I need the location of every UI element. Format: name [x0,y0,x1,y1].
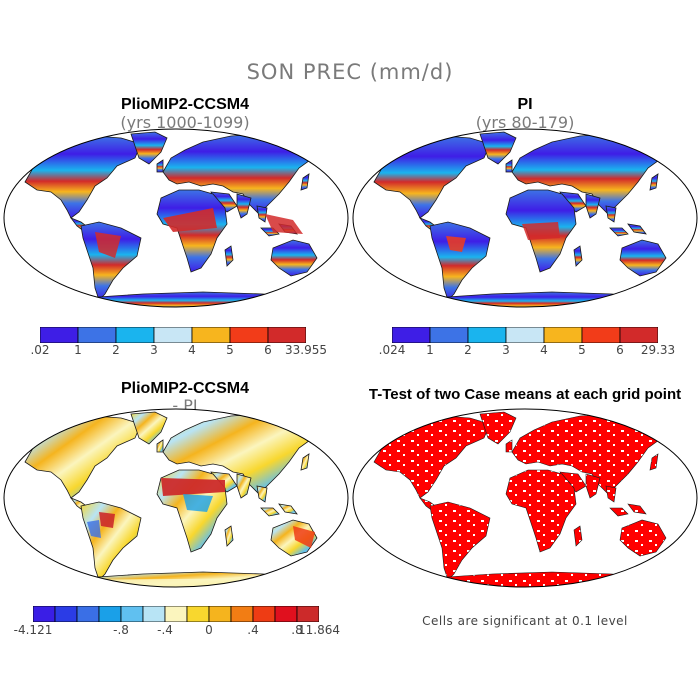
colorbar-swatch [115,327,155,343]
figure-title: SON PREC (mm/d) [246,60,454,84]
colorbar-tick: -.8 [113,623,129,637]
panel-title-top-left: PlioMIP2-CCSM4 [120,96,249,113]
colorbar-tick: 2 [112,343,120,357]
colorbar-tick: .024 [378,343,406,357]
colorbar-tick: -.4 [157,623,173,637]
colorbar-swatch [274,606,298,622]
colorbar-swatch [186,606,210,622]
colorbar-top-left [40,327,306,343]
colorbar-swatch [505,327,545,343]
colorbar-tick: 2 [464,343,472,357]
colorbar-swatch [191,327,231,343]
colorbar-swatch [54,606,78,622]
colorbar-tick: -4.121 [13,623,53,637]
panel-title-top-right: PI [517,96,533,113]
colorbar-tick: 33.955 [285,343,327,357]
colorbar-swatch [267,327,306,343]
colorbar-tick: 5 [226,343,234,357]
map-bottom-right [352,408,698,588]
colorbar-tick: 5 [578,343,586,357]
colorbar-swatch [252,606,276,622]
colorbar-tick: 3 [502,343,510,357]
colorbar-tick: .4 [247,623,259,637]
colorbar-swatch [543,327,583,343]
colorbar-swatch [153,327,193,343]
colorbar-labels-top-right: .024 1 2 3 4 5 6 29.33 [379,343,676,359]
colorbar-swatch [229,327,269,343]
colorbar-swatch [98,606,122,622]
colorbar-swatch [76,606,100,622]
colorbar-swatch [230,606,254,622]
colorbar-tick: 6 [616,343,624,357]
significance-note: Cells are significant at 0.1 level [422,614,628,628]
colorbar-swatch [581,327,621,343]
colorbar-swatch [120,606,144,622]
colorbar-tick: 1 [426,343,434,357]
colorbar-swatch [467,327,507,343]
colorbar-tick: 0 [205,623,213,637]
colorbar-swatch [142,606,166,622]
colorbar-swatch [619,327,658,343]
colorbar-tick: 11.864 [298,623,340,637]
map-top-right [352,128,698,308]
colorbar-swatch [77,327,117,343]
map-top-left [3,128,349,308]
colorbar-tick: 6 [264,343,272,357]
colorbar-swatch [392,327,431,343]
colorbar-labels-top-left: .02 1 2 3 4 5 6 33.955 [30,343,327,359]
panel-subtitle-top-right: (yrs 80-179) [475,113,575,132]
colorbar-bottom-left [33,606,319,622]
colorbar-swatch [164,606,188,622]
colorbar-tick: .8 [291,623,303,637]
map-bottom-left [3,408,349,588]
colorbar-swatch [208,606,232,622]
colorbar-swatch [429,327,469,343]
colorbar-tick: 4 [188,343,196,357]
colorbar-tick: .02 [30,343,50,357]
panel-subtitle-top-left: (yrs 1000-1099) [120,113,250,132]
colorbar-swatch [33,606,56,622]
colorbar-swatch [296,606,319,622]
colorbar-tick: 4 [540,343,548,357]
colorbar-labels-bottom-left: -4.121 -.8 -.4 0 .4 .8 11.864 [14,623,340,639]
colorbar-tick: 3 [150,343,158,357]
panel-title-bottom-right: T-Test of two Case means at each grid po… [368,386,682,403]
colorbar-tick: 29.33 [640,343,676,357]
colorbar-tick: 1 [74,343,82,357]
colorbar-top-right [392,327,658,343]
colorbar-swatch [40,327,79,343]
panel-title-bottom-left: PlioMIP2-CCSM4 [120,380,249,397]
